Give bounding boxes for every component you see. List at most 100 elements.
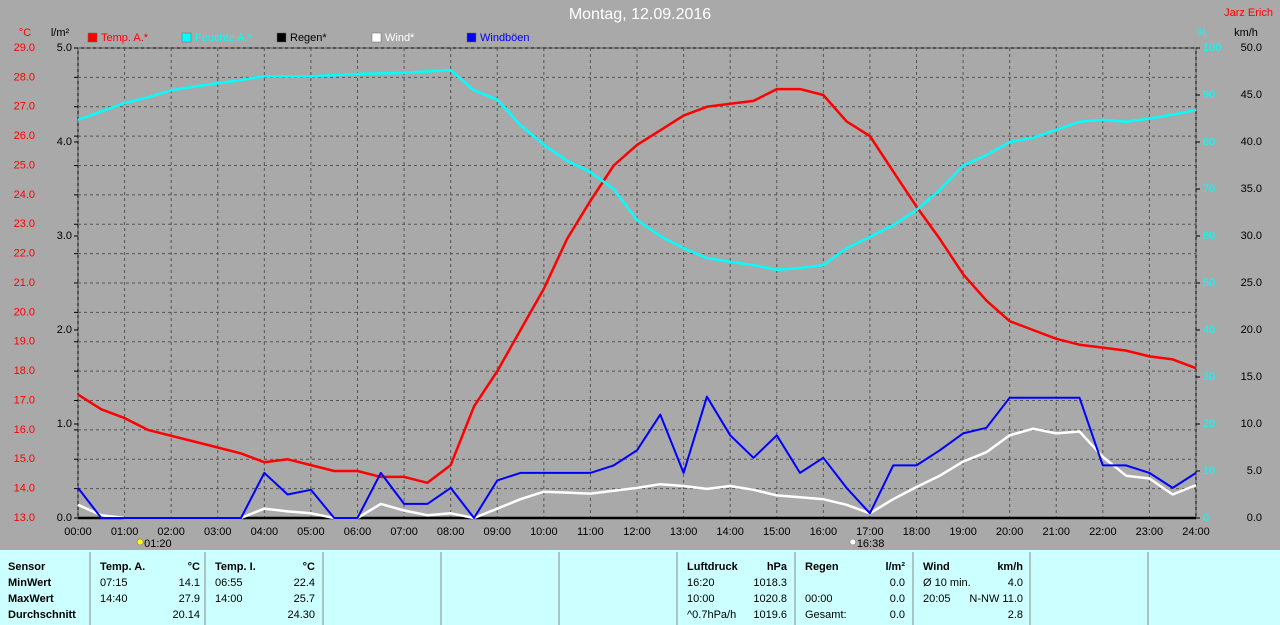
x-tick-label: 18:00 — [903, 526, 931, 538]
table-cell: Luftdruck — [687, 561, 739, 573]
table-cell: N-NW 11.0 — [969, 593, 1023, 605]
x-tick-label: 02:00 — [157, 526, 185, 538]
x-tick-label: 23:00 — [1136, 526, 1164, 538]
table-cell: 2.8 — [1008, 609, 1023, 621]
x-tick-label: 17:00 — [856, 526, 884, 538]
table-cell: 24.30 — [287, 609, 315, 621]
table-cell: Temp. A. — [100, 561, 145, 573]
y-tick-label: 30 — [1203, 371, 1215, 383]
table-cell: 14:40 — [100, 593, 128, 605]
legend-swatch — [466, 32, 477, 43]
axis-title: °C — [19, 27, 31, 39]
table-cell: 0.0 — [890, 577, 905, 589]
y-tick-label: 25.0 — [1241, 277, 1262, 289]
table-cell: 20:05 — [923, 593, 951, 605]
table-cell: °C — [303, 561, 315, 573]
table-cell: 06:55 — [215, 577, 243, 589]
table-cell: 22.4 — [294, 577, 315, 589]
y-tick-label: 21.0 — [14, 277, 35, 289]
x-tick-label: 13:00 — [670, 526, 698, 538]
table-cell: Sensor — [8, 561, 46, 573]
x-tick-label: 03:00 — [204, 526, 232, 538]
x-tick-label: 21:00 — [1042, 526, 1070, 538]
legend-label: Temp. A.* — [101, 32, 149, 44]
y-tick-label: 5.0 — [1247, 465, 1262, 477]
y-tick-label: 29.0 — [14, 42, 35, 54]
y-tick-label: 0 — [1203, 512, 1209, 524]
x-tick-label: 12:00 — [623, 526, 651, 538]
table-cell: ^0.7hPa/h — [687, 609, 736, 621]
legend-swatch — [87, 32, 98, 43]
y-tick-label: 15.0 — [14, 453, 35, 465]
y-tick-label: 26.0 — [14, 130, 35, 142]
y-tick-label: 15.0 — [1241, 371, 1262, 383]
y-tick-label: 10 — [1203, 465, 1215, 477]
series-line — [77, 87, 1197, 485]
table-cell: 00:00 — [805, 593, 833, 605]
y-tick-label: 25.0 — [14, 159, 35, 171]
table-cell: 1019.6 — [753, 609, 787, 621]
table-cell: Ø 10 min. — [923, 577, 971, 589]
y-tick-label: 100 — [1203, 42, 1221, 54]
table-cell: 20.14 — [172, 609, 200, 621]
table-cell: 4.0 — [1008, 577, 1023, 589]
axis-title: % — [1197, 27, 1207, 39]
table-cell: l/m² — [885, 561, 905, 573]
y-tick-label: 50.0 — [1241, 42, 1262, 54]
axis-title: km/h — [1234, 27, 1258, 39]
x-tick-label: 08:00 — [437, 526, 465, 538]
y-tick-label: 20.0 — [14, 306, 35, 318]
y-tick-label: 20 — [1203, 418, 1215, 430]
y-tick-label: 16.0 — [14, 424, 35, 436]
legend-label: Feuchte A.* — [195, 32, 253, 44]
table-cell: 25.7 — [294, 593, 315, 605]
y-tick-label: 20.0 — [1241, 324, 1262, 336]
y-tick-label: 50 — [1203, 277, 1215, 289]
table-cell: 1020.8 — [753, 593, 787, 605]
y-tick-label: 90 — [1203, 89, 1215, 101]
y-tick-label: 0.0 — [1247, 512, 1262, 524]
author: Jarz Erich — [1224, 7, 1273, 19]
y-tick-label: 5.0 — [57, 42, 72, 54]
table-cell: 1018.3 — [753, 577, 787, 589]
y-tick-label: 70 — [1203, 183, 1215, 195]
legend-label: Windböen — [480, 32, 530, 44]
x-tick-label: 22:00 — [1089, 526, 1117, 538]
y-tick-label: 27.0 — [14, 101, 35, 113]
chart-title: Montag, 12.09.2016 — [569, 6, 711, 23]
x-tick-label: 10:00 — [530, 526, 558, 538]
x-tick-label: 15:00 — [763, 526, 791, 538]
table-cell: km/h — [997, 561, 1023, 573]
y-tick-label: 22.0 — [14, 248, 35, 260]
y-tick-label: 10.0 — [1241, 418, 1262, 430]
legend-label: Regen* — [290, 32, 327, 44]
series-line — [77, 68, 1197, 272]
y-tick-label: 28.0 — [14, 71, 35, 83]
table-cell: 27.9 — [179, 593, 200, 605]
table-cell: 0.0 — [890, 609, 905, 621]
y-tick-label: 3.0 — [57, 230, 72, 242]
table-cell: 07:15 — [100, 577, 128, 589]
x-tick-label: 14:00 — [716, 526, 744, 538]
x-tick-label: 20:00 — [996, 526, 1024, 538]
table-cell: Durchschnitt — [8, 609, 76, 621]
legend-swatch — [371, 32, 382, 43]
x-tick-label: 11:00 — [577, 526, 604, 538]
table-cell: 0.0 — [890, 593, 905, 605]
y-tick-label: 18.0 — [14, 365, 35, 377]
table-cell: Temp. I. — [215, 561, 256, 573]
x-tick-label: 06:00 — [344, 526, 372, 538]
marker-icon — [849, 538, 857, 546]
x-tick-label: 09:00 — [483, 526, 511, 538]
y-tick-label: 45.0 — [1241, 89, 1262, 101]
legend-swatch — [181, 32, 192, 43]
y-tick-label: 23.0 — [14, 218, 35, 230]
series-line — [77, 395, 1197, 519]
y-tick-label: 1.0 — [57, 418, 72, 430]
y-tick-label: 40.0 — [1241, 136, 1262, 148]
table-cell: MinWert — [8, 577, 52, 589]
y-tick-label: 35.0 — [1241, 183, 1262, 195]
table-background — [0, 550, 1280, 625]
